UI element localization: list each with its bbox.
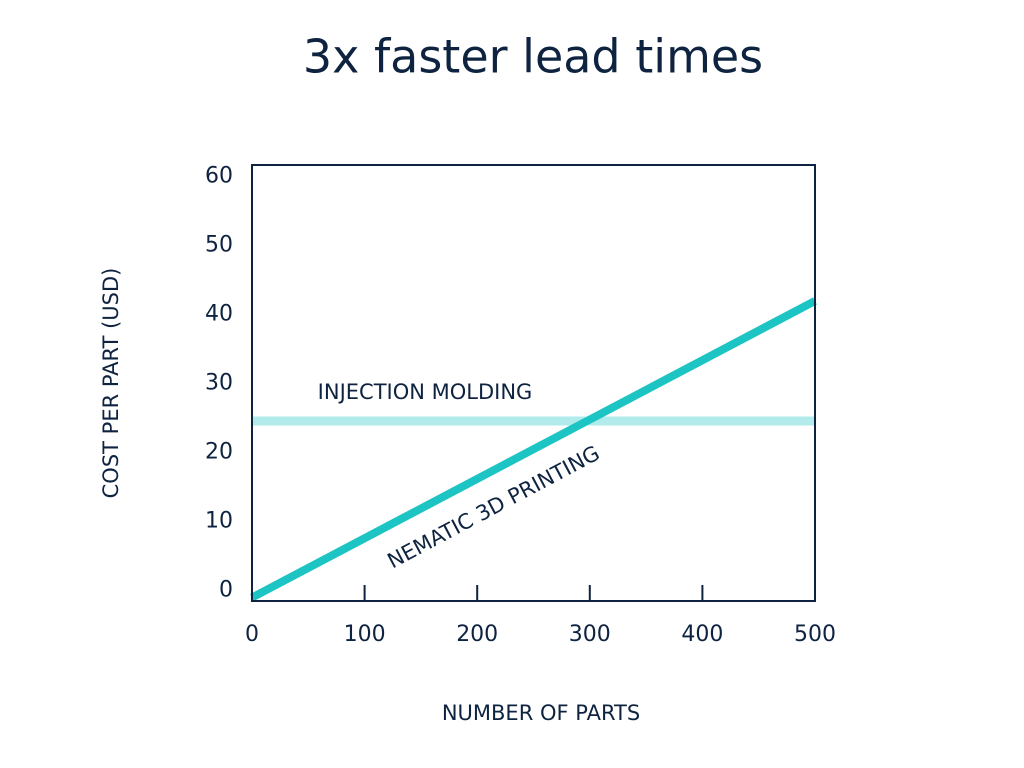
- x-tick-label: 500: [794, 622, 836, 647]
- y-tick-label: 50: [205, 233, 233, 258]
- y-tick-label: 40: [205, 302, 233, 327]
- y-tick-label: 0: [219, 578, 233, 603]
- x-tick-label: 100: [344, 622, 386, 647]
- x-tick-label: 200: [456, 622, 498, 647]
- y-tick-label: 20: [205, 440, 233, 465]
- chart-title: 3x faster lead times: [303, 30, 763, 84]
- x-axis-label: NUMBER OF PARTS: [442, 701, 640, 725]
- y-tick-label: 10: [205, 509, 233, 534]
- x-tick-label: 400: [681, 622, 723, 647]
- series-line: [250, 297, 817, 602]
- y-tick-label: 60: [205, 164, 233, 189]
- y-axis-label: COST PER PART (USD): [99, 268, 123, 499]
- series-label: INJECTION MOLDING: [318, 380, 533, 404]
- y-tick-label: 30: [205, 371, 233, 396]
- x-tick-label: 0: [245, 622, 259, 647]
- plot-frame: [251, 164, 816, 602]
- x-tick-label: 300: [569, 622, 611, 647]
